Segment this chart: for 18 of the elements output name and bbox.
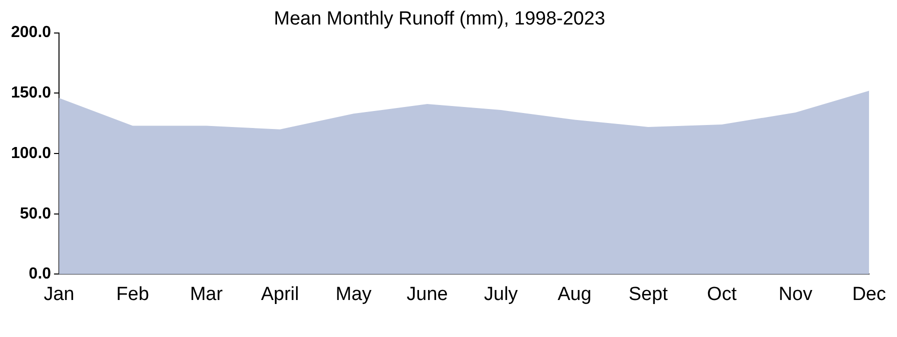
y-tick-label: 150.0: [10, 84, 52, 102]
x-tick-label: Dec: [852, 284, 886, 305]
chart-title: Mean Monthly Runoff (mm), 1998-2023: [274, 8, 606, 30]
x-tick-label: April: [260, 284, 299, 305]
x-tick-label: May: [336, 284, 372, 305]
x-tick-label: Oct: [707, 284, 738, 305]
y-tick-label: 100.0: [10, 144, 52, 162]
x-tick-label: Aug: [558, 284, 592, 305]
x-tick-label: Feb: [116, 284, 150, 305]
x-tick-label: June: [406, 284, 448, 305]
x-tick-label: Jan: [44, 284, 74, 305]
y-tick-label: 200.0: [10, 24, 52, 42]
x-tick-label: Mar: [190, 284, 224, 305]
y-tick-label: 0.0: [28, 266, 52, 283]
x-tick-label: July: [484, 284, 518, 305]
y-tick-label: 50.0: [20, 205, 52, 222]
x-tick-label: Sept: [628, 284, 668, 305]
x-tick-label: Nov: [778, 284, 813, 305]
